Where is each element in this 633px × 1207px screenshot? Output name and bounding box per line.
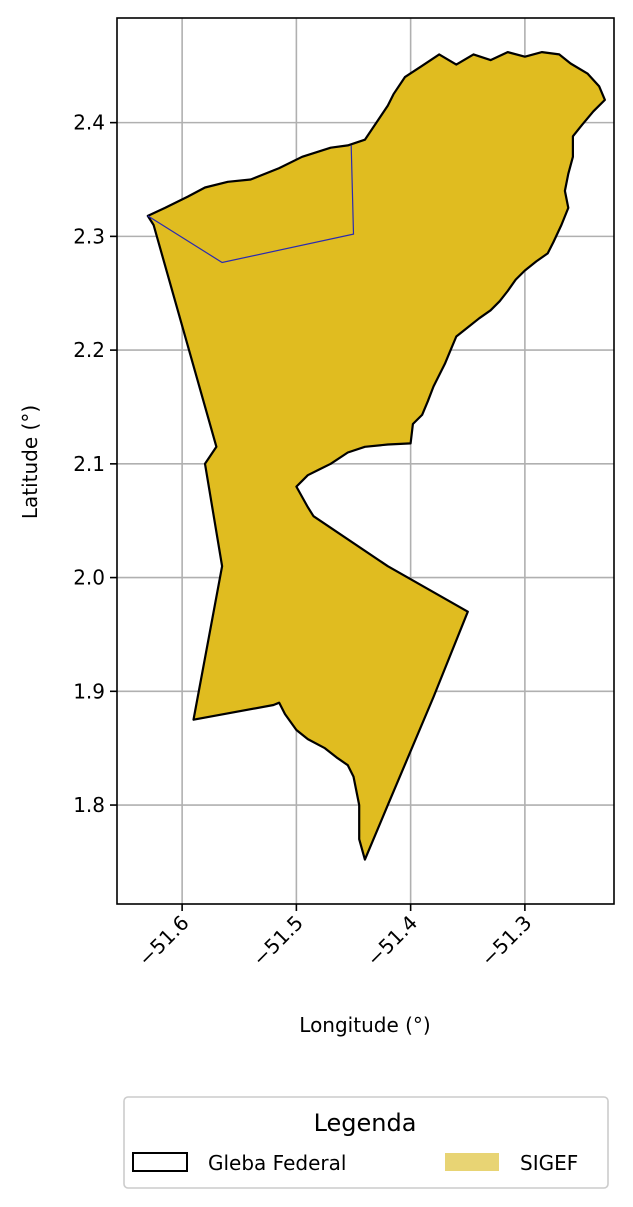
plot-area: [116, 17, 615, 905]
y-tick-label: 1.8: [73, 793, 105, 817]
legend-swatch-sigef: [445, 1153, 499, 1171]
legend-label-sigef: SIGEF: [520, 1151, 578, 1175]
y-tick-label: 2.3: [73, 224, 105, 248]
y-axis-ticks: 1.8 1.9 2.0 2.1 2.2 2.3 2.4: [73, 111, 117, 817]
legend-label-gleba-federal: Gleba Federal: [208, 1151, 346, 1175]
y-tick-label: 1.9: [73, 679, 105, 703]
y-tick-label: 2.2: [73, 338, 105, 362]
x-tick-label: −51.5: [248, 911, 308, 971]
legend-swatch-gleba-federal: [132, 1152, 188, 1172]
legend-title: Legenda: [314, 1109, 417, 1137]
x-axis-label: Longitude (°): [299, 1013, 430, 1037]
y-tick-label: 2.1: [73, 452, 105, 476]
x-tick-label: −51.6: [133, 911, 193, 971]
y-tick-label: 2.4: [73, 111, 105, 135]
x-tick-label: −51.3: [476, 911, 536, 971]
x-axis-ticks: −51.6 −51.5 −51.4 −51.3: [133, 904, 536, 971]
y-axis-label: Latitude (°): [18, 405, 42, 519]
legend: Legenda Gleba Federal SIGEF: [123, 1096, 609, 1189]
y-tick-label: 2.0: [73, 566, 105, 590]
plot-frame: [116, 17, 615, 905]
x-tick-label: −51.4: [362, 911, 422, 971]
inner-parcel-boundary: [147, 145, 355, 264]
